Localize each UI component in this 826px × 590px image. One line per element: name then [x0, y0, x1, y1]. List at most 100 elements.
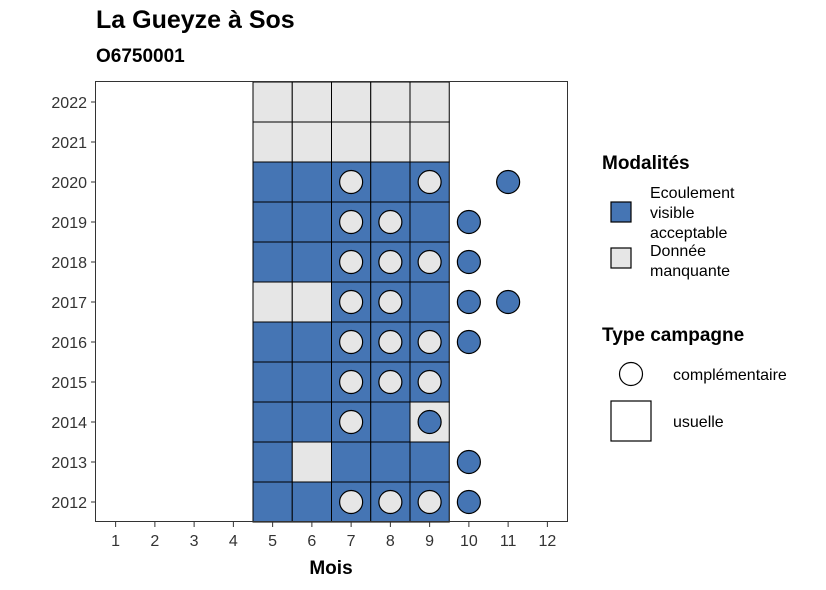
point-2012-9	[417, 489, 442, 515]
x-tick-label-4: 4	[229, 533, 238, 550]
point-2018-10	[456, 249, 481, 275]
x-tick-label-2: 2	[150, 533, 159, 550]
tile-2015-6	[291, 361, 332, 403]
x-tick-label-5: 5	[268, 533, 277, 550]
point-2016-8	[378, 329, 403, 355]
tile-2014-8	[370, 401, 411, 443]
tile-2013-8	[370, 441, 411, 483]
x-tick-label-8: 8	[386, 533, 395, 550]
y-tick-label-2021: 2021	[51, 135, 87, 152]
legend-label-ecoulement-1: visible	[650, 205, 695, 222]
tile-2012-6	[291, 481, 332, 523]
tile-2020-8	[370, 161, 411, 203]
point-2020-11	[496, 169, 521, 195]
y-tick-label-2013: 2013	[51, 455, 87, 472]
tiles-layer	[252, 81, 450, 523]
tile-2019-9	[409, 201, 450, 243]
point-2015-9	[417, 369, 442, 395]
point-2012-10	[456, 489, 481, 515]
legend-label-complementaire: complémentaire	[673, 367, 787, 384]
tile-2021-8	[370, 121, 411, 163]
point-2017-11	[496, 289, 521, 315]
legend-label-usuelle: usuelle	[673, 414, 724, 431]
tile-2015-5	[252, 361, 293, 403]
tile-2022-8	[370, 81, 411, 123]
legend-modalites-title: Modalités	[602, 153, 690, 174]
tile-2013-7	[331, 441, 372, 483]
tile-2018-5	[252, 241, 293, 283]
tile-2013-5	[252, 441, 293, 483]
chart-subtitle: O6750001	[96, 46, 185, 67]
tile-2017-9	[409, 281, 450, 323]
y-tick-label-2018: 2018	[51, 255, 87, 272]
tile-2013-6	[291, 441, 332, 483]
x-tick-label-6: 6	[307, 533, 316, 550]
tile-2012-5	[252, 481, 293, 523]
legend-label-manquante-0: Donnée	[650, 243, 706, 260]
point-2015-8	[378, 369, 403, 395]
tile-2014-6	[291, 401, 332, 443]
point-2020-9	[417, 169, 442, 195]
tile-2022-5	[252, 81, 293, 123]
point-2016-10	[456, 329, 481, 355]
y-tick-label-2019: 2019	[51, 215, 87, 232]
x-tick-label-10: 10	[460, 533, 478, 550]
tile-2022-6	[291, 81, 332, 123]
y-tick-label-2012: 2012	[51, 495, 87, 512]
chart-title: La Gueyze à Sos	[96, 6, 295, 34]
legend-type-title: Type campagne	[602, 325, 744, 346]
legend: Modalités Ecoulement visible acceptableDon…	[602, 153, 787, 442]
tile-2022-9	[409, 81, 450, 123]
x-tick-label-7: 7	[347, 533, 356, 550]
point-2019-8	[378, 209, 403, 235]
point-2014-9	[417, 409, 442, 435]
tile-2018-6	[291, 241, 332, 283]
tile-2013-9	[409, 441, 450, 483]
point-2016-9	[417, 329, 442, 355]
point-2017-7	[339, 289, 364, 315]
legend-types: complémentaire usuelle	[610, 361, 787, 442]
tile-2020-5	[252, 161, 293, 203]
point-2012-7	[339, 489, 364, 515]
legend-label-ecoulement-2: acceptable	[650, 225, 727, 242]
y-tick-label-2022: 2022	[51, 95, 87, 112]
y-tick-label-2020: 2020	[51, 175, 87, 192]
x-axis: 1 2 3 4 5 6 7 8 9 10 11 12	[111, 522, 556, 550]
legend-label-manquante-1: manquante	[650, 263, 730, 280]
point-2017-8	[378, 289, 403, 315]
tile-2019-6	[291, 201, 332, 243]
point-2019-7	[339, 209, 364, 235]
tile-2021-9	[409, 121, 450, 163]
point-2020-7	[339, 169, 364, 195]
legend-key-ecoulement	[610, 201, 632, 223]
x-tick-label-1: 1	[111, 533, 120, 550]
point-2016-7	[339, 329, 364, 355]
tile-2017-5	[252, 281, 293, 323]
legend-key-usuelle	[610, 400, 652, 442]
tile-2021-7	[331, 121, 372, 163]
y-tick-label-2017: 2017	[51, 295, 87, 312]
points-layer	[339, 169, 521, 515]
tile-2020-6	[291, 161, 332, 203]
x-tick-label-12: 12	[538, 533, 556, 550]
x-tick-label-3: 3	[190, 533, 199, 550]
tile-2016-5	[252, 321, 293, 363]
point-2014-7	[339, 409, 364, 435]
y-tick-label-2014: 2014	[51, 415, 87, 432]
tile-2016-6	[291, 321, 332, 363]
x-tick-label-11: 11	[500, 533, 517, 550]
x-tick-label-9: 9	[425, 533, 434, 550]
tile-2019-5	[252, 201, 293, 243]
point-2012-8	[378, 489, 403, 515]
point-2018-8	[378, 249, 403, 275]
y-tick-label-2016: 2016	[51, 335, 87, 352]
point-2013-10	[456, 449, 481, 475]
point-2015-7	[339, 369, 364, 395]
point-2017-10	[456, 289, 481, 315]
x-axis-title: Mois	[309, 558, 352, 579]
tile-2017-6	[291, 281, 332, 323]
y-axis: 2012 2013 2014 2015 2016 2017 2018 2019 2020 2021…	[51, 95, 96, 512]
tile-2021-6	[291, 121, 332, 163]
